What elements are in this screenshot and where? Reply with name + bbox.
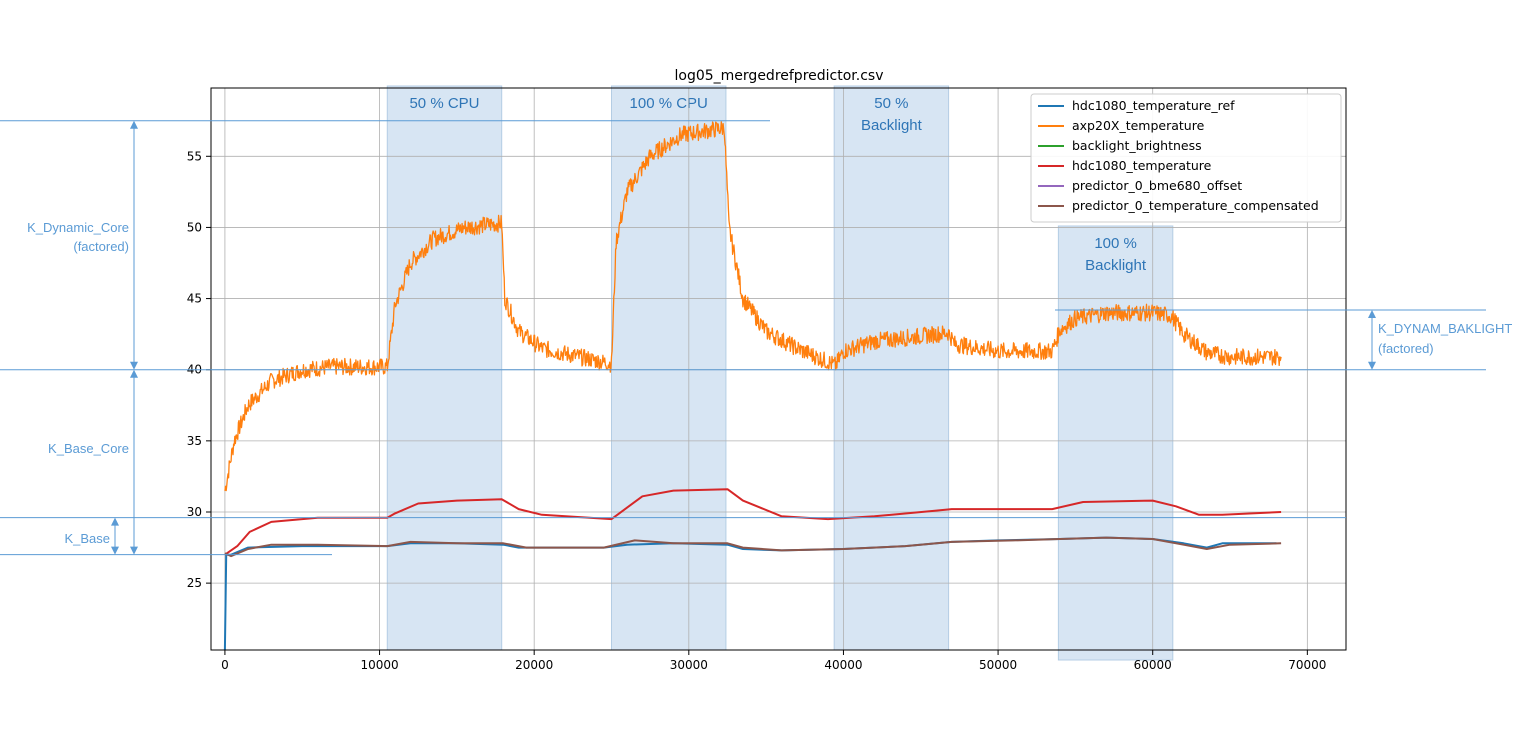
- x-tick-label: 30000: [670, 658, 708, 672]
- annotation-label: (factored): [73, 239, 129, 254]
- axis-ticks: 0 10000 20000 30000 40000 50000 60000 70000 25 30…: [187, 149, 1327, 672]
- annotation-label: K_DYNAM_BAKLIGHT: [1378, 321, 1512, 336]
- annotation-arrow-head: [1368, 361, 1376, 370]
- y-tick-label: 45: [187, 292, 202, 306]
- phase-label: 100 %: [1094, 235, 1137, 252]
- annotation-arrow-head: [1368, 309, 1376, 318]
- legend: hdc1080_temperature_ref axp20X_temperatur…: [1030, 93, 1342, 223]
- chart-title: log05_mergedrefpredictor.csv: [675, 68, 884, 84]
- legend-label: hdc1080_temperature_ref: [1072, 98, 1235, 113]
- series-line-predictor_0_temperature_compensated: [224, 536, 1282, 558]
- x-tick-label: 40000: [824, 658, 862, 672]
- annotation-arrow-head: [130, 120, 138, 129]
- y-tick-label: 30: [187, 505, 202, 519]
- series-line-axp20X_temperature: [224, 121, 1282, 492]
- annotations: K_Dynamic_Core (factored) K_Base_Core K_Bas…: [0, 120, 1512, 556]
- phase-label: Backlight: [1085, 257, 1147, 274]
- y-tick-label: 25: [187, 576, 202, 590]
- legend-label: predictor_0_bme680_offset: [1072, 178, 1242, 193]
- legend-label: hdc1080_temperature: [1072, 158, 1212, 173]
- phase-region: [386, 85, 503, 651]
- legend-box: [1030, 93, 1342, 223]
- x-tick-label: 10000: [360, 658, 398, 672]
- y-tick-label: 35: [187, 434, 202, 448]
- x-tick-label: 50000: [979, 658, 1017, 672]
- annotation-arrow-head: [111, 517, 119, 526]
- phase-label: 50 %: [874, 95, 908, 112]
- x-tick-label: 20000: [515, 658, 553, 672]
- phase-label: Backlight: [861, 117, 923, 134]
- annotation-label: (factored): [1378, 341, 1434, 356]
- x-tick-label: 60000: [1134, 658, 1172, 672]
- legend-label: predictor_0_temperature_compensated: [1072, 198, 1319, 213]
- x-tick-label: 70000: [1288, 658, 1326, 672]
- annotation-arrow-head: [130, 361, 138, 370]
- y-tick-label: 50: [187, 220, 202, 234]
- annotation-label: K_Dynamic_Core: [27, 220, 129, 235]
- annotation-label: K_Base: [64, 531, 110, 546]
- legend-label: axp20X_temperature: [1072, 118, 1205, 133]
- legend-label: backlight_brightness: [1072, 138, 1202, 153]
- phase-region: [833, 85, 950, 651]
- phase-region: [1057, 225, 1174, 661]
- annotation-arrow-head: [130, 546, 138, 555]
- annotation-arrow-head: [130, 369, 138, 378]
- annotation-arrow-head: [111, 546, 119, 555]
- plot-frame: [210, 87, 1347, 651]
- x-tick-label: 0: [221, 658, 229, 672]
- phase-label: 50 % CPU: [409, 95, 479, 112]
- phase-label: 100 % CPU: [630, 95, 708, 112]
- y-tick-label: 55: [187, 149, 202, 163]
- annotation-label: K_Base_Core: [48, 441, 129, 456]
- phase-region: [610, 85, 727, 651]
